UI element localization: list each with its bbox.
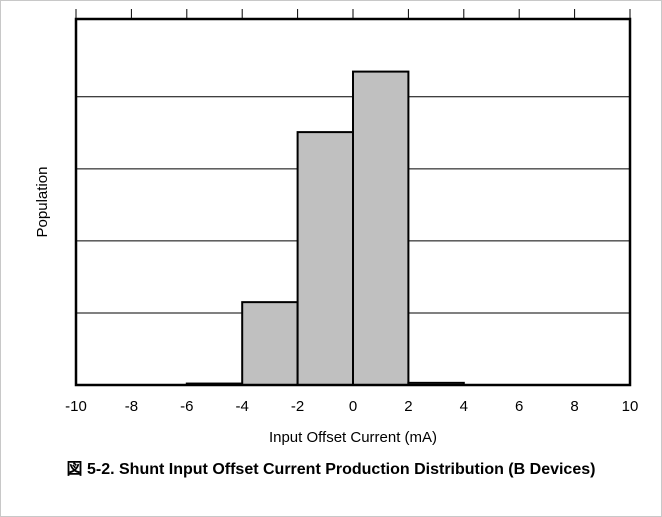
x-tick-label: 4 (460, 398, 468, 415)
x-tick-label: -8 (125, 398, 138, 415)
bar (296, 131, 355, 386)
x-tick-label: 8 (570, 398, 578, 415)
x-tick-label: -4 (236, 398, 249, 415)
bar (241, 301, 299, 386)
caption: 図 5-2. Shunt Input Offset Current Produc… (66, 461, 596, 478)
x-axis-label: Input Offset Current (mA) (269, 429, 437, 446)
bar (352, 70, 410, 387)
x-tick-label: 10 (622, 398, 639, 415)
x-tick-label: -6 (180, 398, 193, 415)
y-axis-label: Population (34, 167, 51, 238)
x-tick-label: -10 (65, 398, 87, 415)
x-tick-label: 2 (404, 398, 412, 415)
x-tick-label: 0 (349, 398, 357, 415)
chart: Population Input Offset Current (mA) -10… (34, 9, 639, 446)
x-tick-label: -2 (291, 398, 304, 415)
x-tick-label: 6 (515, 398, 523, 415)
